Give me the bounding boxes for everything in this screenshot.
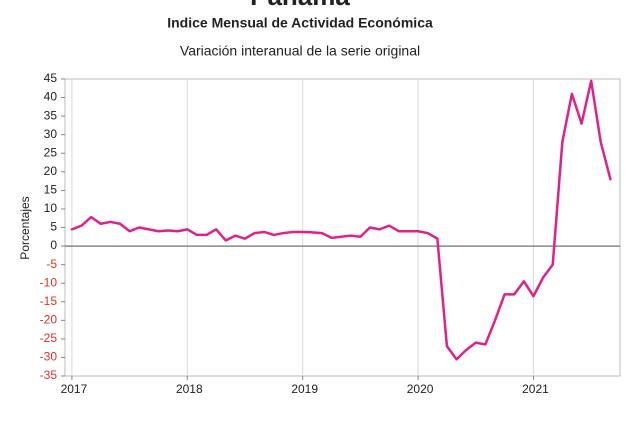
- y-tick-label: -15: [40, 294, 58, 308]
- y-tick-label: 5: [50, 220, 57, 234]
- y-tick-label: -30: [40, 350, 58, 364]
- x-tick-label: 2017: [61, 382, 88, 396]
- y-tick-label: 10: [44, 201, 58, 215]
- plot-frame: [64, 78, 621, 377]
- x-tick-label: 2020: [407, 382, 434, 396]
- y-tick-label: 25: [44, 145, 58, 159]
- chart-subtitle: Indice Mensual de Actividad Económica: [167, 15, 433, 31]
- chart-title: Panamá: [250, 0, 350, 11]
- x-tick-label: 2021: [522, 382, 549, 396]
- y-tick-label: -10: [40, 275, 58, 289]
- y-tick-label: -35: [40, 368, 58, 382]
- y-tick-label: 35: [44, 108, 58, 122]
- y-tick-label: 0: [50, 238, 57, 252]
- y-tick-label: 15: [44, 183, 58, 197]
- x-tick-label: 2018: [176, 382, 203, 396]
- y-tick-label: 30: [44, 127, 58, 141]
- chart-subtitle2: Variación interanual de la serie origina…: [180, 43, 420, 59]
- y-axis-label: Porcentajes: [18, 196, 32, 259]
- line-series: [70, 79, 612, 361]
- y-tick-label: -25: [40, 331, 58, 345]
- y-tick-label: 40: [44, 90, 58, 104]
- y-tick-label: 20: [44, 164, 58, 178]
- y-tick-label: 45: [44, 71, 58, 85]
- y-tick-label: -5: [46, 257, 57, 271]
- x-tick-label: 2019: [291, 382, 318, 396]
- y-tick-label: -20: [40, 312, 58, 326]
